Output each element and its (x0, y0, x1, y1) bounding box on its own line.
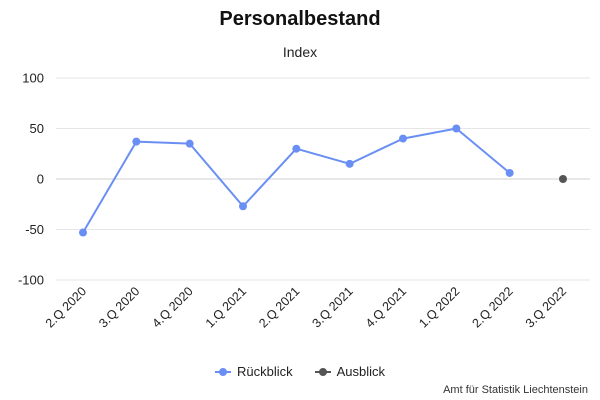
chart-subtitle: Index (282, 44, 318, 60)
legend-swatch-ausblick (314, 367, 331, 377)
x-tick-label: 2.Q 2022 (470, 284, 516, 330)
x-tick-label: 3.Q 2020 (96, 284, 142, 330)
series-line-0 (82, 127, 511, 234)
y-tick-label: -50 (25, 222, 44, 237)
y-tick-label: -100 (18, 273, 44, 288)
legend: Rückblick Ausblick (0, 364, 600, 379)
legend-swatch-rueckblick (214, 367, 231, 377)
source-credit: Amt für Statistik Liechtenstein (443, 384, 588, 396)
data-point (239, 202, 247, 211)
data-point (292, 144, 301, 153)
x-tick-label: 2.Q 2021 (256, 284, 302, 330)
data-point (185, 139, 194, 148)
legend-label-ausblick: Ausblick (336, 364, 386, 379)
legend-label-rueckblick: Rückblick (236, 364, 293, 379)
data-point (505, 168, 514, 177)
data-point (79, 228, 87, 237)
legend-item-ausblick[interactable]: Ausblick (314, 364, 386, 379)
x-tick-label: 3.Q 2022 (523, 284, 569, 330)
x-tick-label: 1.Q 2021 (203, 284, 249, 330)
data-point (132, 137, 141, 146)
data-point (559, 175, 567, 183)
chart-title: Personalbestand (219, 8, 381, 30)
x-tick-label: 4.Q 2020 (150, 284, 196, 330)
x-tick-label: 4.Q 2021 (363, 284, 409, 330)
x-tick-label: 3.Q 2021 (310, 284, 356, 330)
y-tick-label: 0 (37, 172, 44, 187)
y-tick-label: 50 (30, 121, 44, 136)
data-point (399, 134, 407, 143)
legend-item-rueckblick[interactable]: Rückblick (214, 364, 293, 379)
y-tick-label: 100 (22, 71, 44, 86)
x-tick-label: 2.Q 2020 (43, 284, 89, 330)
x-tick-label: 1.Q 2022 (416, 284, 462, 330)
data-point (345, 159, 354, 168)
data-point (452, 124, 461, 133)
